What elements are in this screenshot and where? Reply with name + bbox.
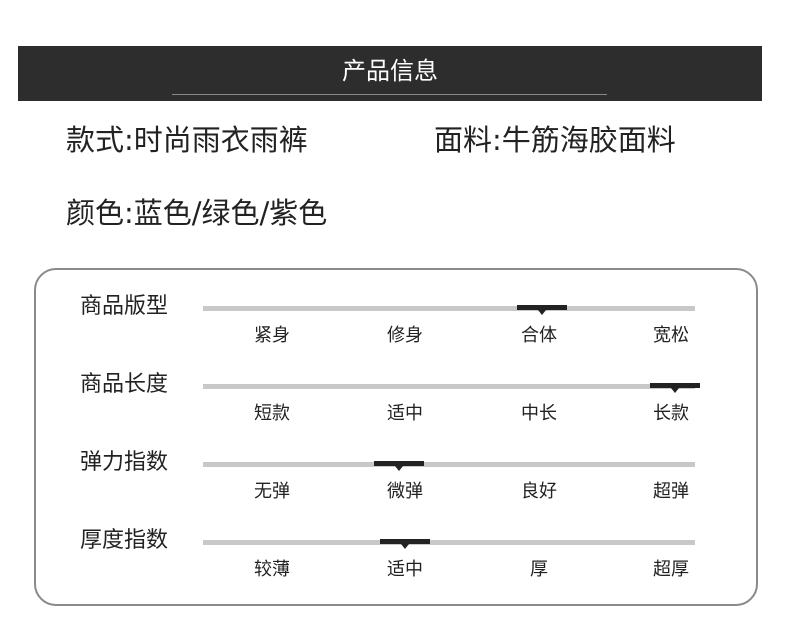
scale-option: 长款 — [653, 403, 689, 424]
scale-track — [203, 462, 695, 467]
row-label: 商品长度 — [80, 372, 169, 397]
scale-option: 适中 — [387, 559, 423, 580]
scale-option: 中长 — [521, 403, 557, 424]
scale-option: 良好 — [521, 481, 557, 502]
header-title: 产品信息 — [342, 57, 438, 85]
row-label: 厚度指数 — [80, 528, 169, 553]
scale-option: 超弹 — [653, 481, 689, 502]
scale-marker — [517, 305, 567, 315]
scale-option: 较薄 — [254, 559, 290, 580]
scale-option: 短款 — [254, 403, 290, 424]
scale-option: 无弹 — [254, 481, 290, 502]
row-label: 商品版型 — [80, 294, 169, 319]
scale-option: 厚 — [530, 559, 548, 580]
scale-marker — [380, 539, 430, 549]
scale-option: 宽松 — [653, 325, 689, 346]
info-fabric: 面料:牛筋海胶面料 — [434, 123, 676, 157]
scale-track — [203, 540, 695, 545]
scale-track — [203, 306, 695, 311]
scale-option: 紧身 — [254, 325, 290, 346]
scale-option: 修身 — [387, 325, 423, 346]
scale-option: 合体 — [521, 325, 557, 346]
scale-option: 适中 — [387, 403, 423, 424]
spec-box — [34, 268, 758, 606]
scale-track — [203, 384, 695, 389]
row-label: 弹力指数 — [80, 450, 169, 475]
scale-marker — [650, 383, 700, 393]
scale-option: 微弹 — [387, 481, 423, 502]
scale-marker — [374, 461, 424, 471]
info-style: 款式:时尚雨衣雨裤 — [66, 123, 308, 157]
header-bar: 产品信息 — [18, 46, 762, 101]
info-color: 颜色:蓝色/绿色/紫色 — [66, 196, 328, 230]
header-underline — [172, 94, 607, 95]
scale-option: 超厚 — [653, 559, 689, 580]
